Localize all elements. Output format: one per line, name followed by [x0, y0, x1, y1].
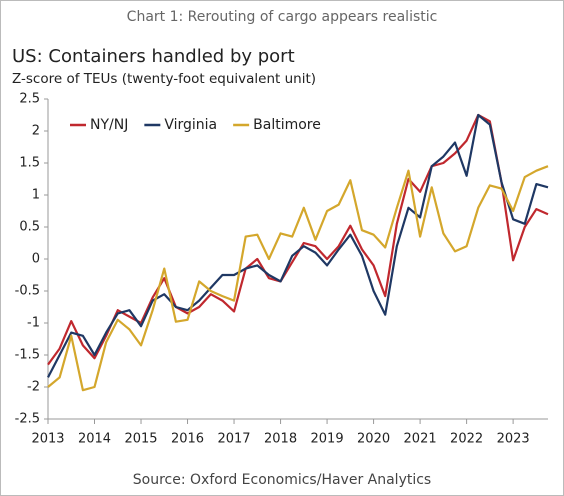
- x-tick-label: 2022: [450, 432, 483, 447]
- y-tick-label: 2.5: [19, 92, 40, 107]
- chart-title: US: Containers handled by port: [12, 46, 295, 67]
- x-tick-label: 2013: [31, 432, 64, 447]
- y-tick-label: -1.5: [15, 348, 40, 363]
- x-tick-label: 2017: [217, 432, 250, 447]
- y-tick-label: 1: [32, 188, 40, 203]
- y-tick-label: 2: [32, 124, 40, 139]
- series-line: [47, 165, 549, 392]
- legend-label: NY/NJ: [90, 117, 128, 133]
- legend-label: Baltimore: [253, 117, 321, 133]
- x-tick-label: 2016: [171, 432, 204, 447]
- source: Source: Oxford Economics/Haver Analytics: [133, 472, 431, 488]
- y-tick-label: 1.5: [19, 156, 40, 171]
- x-tick-label: 2023: [497, 432, 530, 447]
- x-tick-label: 2018: [264, 432, 297, 447]
- series-line: [47, 113, 549, 378]
- x-tick-label: 2015: [124, 432, 157, 447]
- x-tick-label: 2019: [311, 432, 344, 447]
- x-tick-label: 2014: [78, 432, 111, 447]
- series-line: [47, 113, 549, 366]
- y-tick-label: -0.5: [15, 284, 40, 299]
- x-tick-label: 2020: [357, 432, 390, 447]
- x-tick-label: 2021: [404, 432, 437, 447]
- y-tick-label: 0.5: [19, 220, 40, 235]
- y-tick-label: -1: [27, 316, 40, 331]
- legend-label: Virginia: [164, 117, 217, 133]
- chart-header: Chart 1: Rerouting of cargo appears real…: [127, 9, 438, 25]
- y-tick-label: 0: [32, 252, 40, 267]
- y-tick-label: -2.5: [15, 412, 40, 427]
- chart-subtitle: Z-score of TEUs (twenty-foot equivalent …: [12, 71, 316, 87]
- y-tick-label: -2: [27, 380, 40, 395]
